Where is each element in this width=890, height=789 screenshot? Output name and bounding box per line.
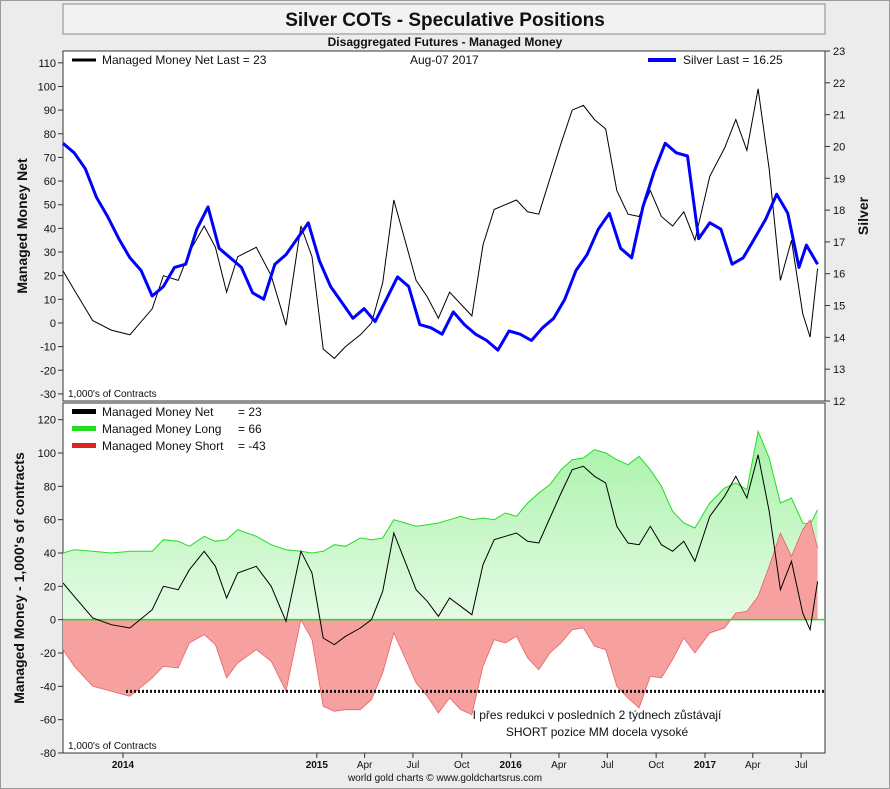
left-tick-label: 0	[50, 318, 56, 330]
left-tick-label: -30	[40, 389, 56, 401]
left-tick-label: 70	[44, 152, 56, 164]
x-tick-label: Jul	[407, 760, 420, 771]
bottom-tick-label: 100	[38, 448, 56, 460]
top-panel: 1101009080706050403020100-10-20-30232221…	[14, 46, 871, 408]
right-tick-label: 18	[833, 205, 845, 217]
right-tick-label: 19	[833, 173, 845, 185]
annotation-line-2: SHORT pozice MM docela vysoké	[506, 725, 689, 739]
left-axis-label: Managed Money Net	[14, 158, 30, 294]
top-units-note: 1,000's of Contracts	[68, 389, 157, 400]
bottom-tick-label: 60	[44, 515, 56, 527]
title-box	[62, 3, 826, 35]
bottom-net-line	[62, 454, 819, 646]
right-axis-label: Silver	[855, 196, 871, 235]
left-tick-label: 10	[44, 294, 56, 306]
left-tick-label: 110	[38, 58, 56, 70]
bottom-tick-label: 80	[44, 481, 56, 493]
legend-swatch-net	[72, 409, 96, 414]
bottom-tick-label: -20	[40, 648, 56, 660]
date-label: Aug-07 2017	[410, 53, 479, 67]
bottom-tick-label: -60	[40, 715, 56, 727]
right-tick-label: 12	[833, 396, 845, 408]
x-tick-label: Apr	[357, 760, 373, 771]
short-area-fill	[63, 519, 818, 715]
bottom-units-note: 1,000's of Contracts	[68, 741, 157, 752]
legend-last-value: = -43	[238, 439, 266, 453]
legend-label-net: Managed Money Net Last = 23	[102, 53, 267, 67]
x-tick-label: Apr	[745, 760, 761, 771]
managed-money-short-line	[62, 518, 818, 716]
left-tick-label: 50	[44, 200, 56, 212]
left-tick-label: -20	[40, 365, 56, 377]
bottom-tick-label: -80	[40, 748, 56, 760]
right-tick-label: 20	[833, 141, 845, 153]
left-tick-label: 40	[44, 223, 56, 235]
right-tick-label: 14	[833, 332, 845, 344]
right-tick-label: 22	[833, 78, 845, 90]
legend-swatch-short	[72, 443, 96, 448]
chart-subtitle: Disaggregated Futures - Managed Money	[328, 35, 563, 49]
right-tick-label: 21	[833, 110, 845, 122]
x-tick-label: Jul	[795, 760, 808, 771]
bottom-tick-label: -40	[40, 681, 56, 693]
legend-last-value: = 66	[238, 422, 262, 436]
managed-money-net-line	[62, 88, 819, 360]
left-tick-label: 80	[44, 129, 56, 141]
x-tick-label: 2016	[500, 760, 523, 771]
right-tick-label: 13	[833, 364, 845, 376]
silver-price-line	[62, 141, 819, 352]
annotation-line-1: I přes redukci v posledních 2 týdnech zů…	[473, 708, 722, 722]
top-plot-area	[62, 50, 826, 402]
legend-label: Managed Money Short	[102, 439, 224, 453]
left-tick-label: 20	[44, 271, 56, 283]
x-tick-label: 2014	[112, 760, 135, 771]
right-tick-label: 23	[833, 46, 845, 58]
right-tick-label: 16	[833, 269, 845, 281]
right-tick-label: 15	[833, 301, 845, 313]
x-tick-label: 2017	[694, 760, 717, 771]
legend-label: Managed Money Net	[102, 405, 214, 419]
x-tick-label: Oct	[648, 760, 664, 771]
legend-label-silver: Silver Last = 16.25	[683, 53, 783, 67]
legend-last-value: = 23	[238, 405, 262, 419]
chart-credit: world gold charts © www.goldchartsrus.co…	[347, 773, 542, 784]
legend-label: Managed Money Long	[102, 422, 221, 436]
chart-title: Silver COTs - Speculative Positions	[285, 10, 605, 31]
left-tick-label: -10	[40, 342, 56, 354]
left-tick-label: 90	[44, 105, 56, 117]
x-tick-label: 2015	[306, 760, 329, 771]
bottom-panel: I přes redukci v posledních 2 týdnech zů…	[11, 402, 826, 784]
bottom-tick-label: 120	[38, 415, 56, 427]
bottom-tick-label: 0	[50, 615, 56, 627]
bottom-axis-label: Managed Money - 1,000's of contracts	[11, 452, 27, 704]
bottom-tick-label: 40	[44, 548, 56, 560]
legend-swatch-long	[72, 426, 96, 431]
left-tick-label: 60	[44, 176, 56, 188]
managed-money-long-line	[62, 429, 819, 554]
long-area-fill	[63, 431, 818, 620]
right-tick-label: 17	[833, 237, 845, 249]
bottom-tick-label: 20	[44, 581, 56, 593]
left-tick-label: 100	[38, 81, 56, 93]
x-tick-label: Jul	[601, 760, 614, 771]
x-tick-label: Oct	[454, 760, 470, 771]
left-tick-label: 30	[44, 247, 56, 259]
x-tick-label: Apr	[551, 760, 567, 771]
